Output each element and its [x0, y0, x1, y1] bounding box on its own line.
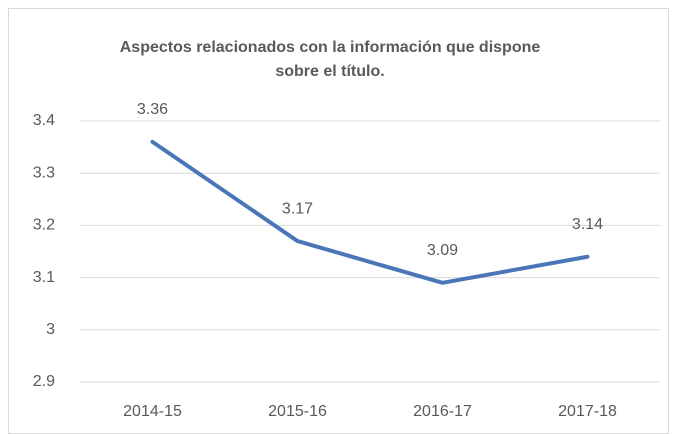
y-tick-label: 3.3: [33, 164, 55, 181]
y-tick-label: 3: [46, 321, 55, 338]
x-tick-label: 2015-16: [268, 403, 327, 420]
data-label: 3.09: [427, 242, 458, 259]
data-label: 3.36: [137, 101, 168, 118]
y-tick-label: 3.1: [33, 269, 55, 286]
data-label: 3.17: [282, 200, 313, 217]
data-label: 3.14: [572, 216, 603, 233]
x-tick-label: 2017-18: [558, 403, 617, 420]
data-line: [150, 139, 590, 285]
y-tick-label: 2.9: [33, 373, 55, 390]
chart-title: Aspectos relacionados con la información…: [119, 39, 541, 80]
x-tick-label: 2016-17: [413, 403, 472, 420]
y-tick-label: 3.4: [33, 112, 55, 129]
y-tick-label: 3.2: [33, 217, 55, 234]
x-tick-label: 2014-15: [123, 403, 182, 420]
